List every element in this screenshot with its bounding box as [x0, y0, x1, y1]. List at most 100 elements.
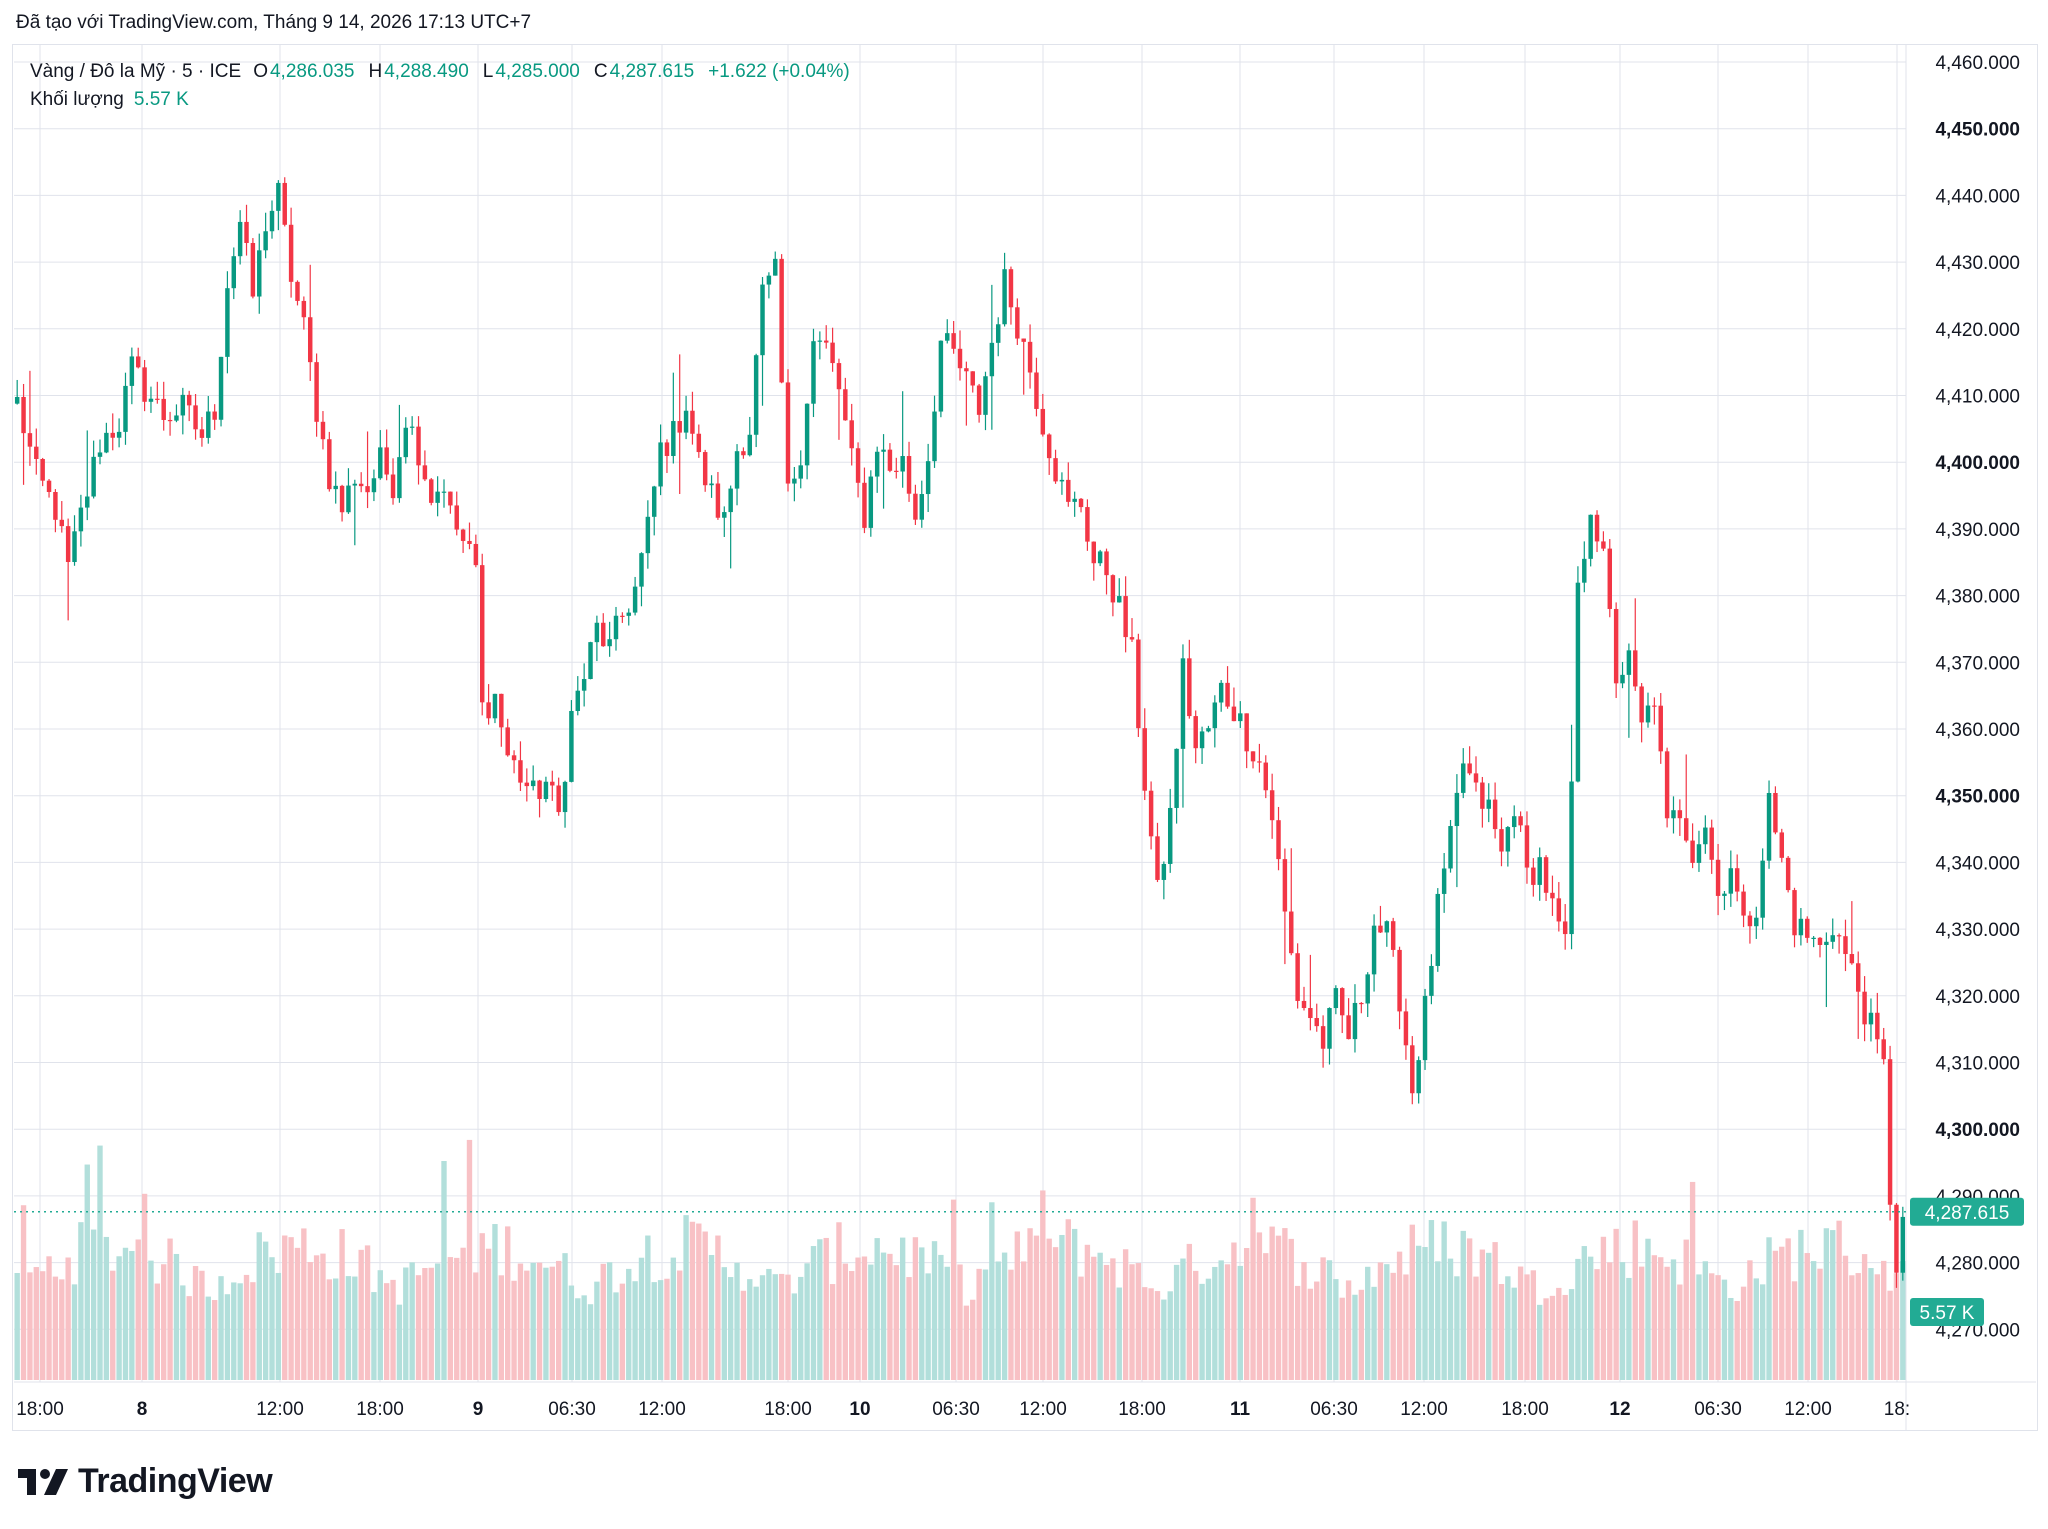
- volume-bar: [1849, 1275, 1855, 1380]
- volume-bar: [645, 1235, 651, 1380]
- volume-bar: [65, 1257, 71, 1380]
- volume-bar: [1161, 1299, 1167, 1380]
- candle-body: [1072, 498, 1077, 502]
- candle-body: [460, 529, 466, 541]
- volume-bar: [224, 1294, 231, 1380]
- candle-body: [1741, 891, 1746, 916]
- volume-bar: [1282, 1228, 1288, 1380]
- candle-body: [728, 488, 733, 513]
- time-tick-label: 18:: [1884, 1399, 1910, 1420]
- high-value: 4,288.490: [384, 61, 469, 82]
- volume-bar: [1231, 1242, 1237, 1380]
- low-value: 4,285.000: [495, 61, 580, 82]
- candle-body: [1862, 991, 1867, 1025]
- candle-body: [1034, 372, 1039, 409]
- candle-body: [358, 483, 364, 487]
- candle-body: [524, 782, 530, 787]
- candle-body: [473, 543, 479, 566]
- candle-body: [1257, 761, 1262, 763]
- volume-bar: [1492, 1242, 1498, 1380]
- volume-bar: [383, 1283, 390, 1380]
- volume-bar: [116, 1256, 122, 1380]
- candle-body: [989, 342, 995, 377]
- volume-bar: [1186, 1243, 1193, 1380]
- volume-bar: [734, 1262, 740, 1380]
- price-tick-label: 4,320.000: [1935, 987, 2020, 1008]
- candle-body: [932, 411, 937, 462]
- candle-body: [1792, 890, 1797, 936]
- volume-bar: [1097, 1252, 1103, 1380]
- candle-body: [40, 459, 45, 481]
- candle-body: [1238, 713, 1243, 722]
- volume-bar: [505, 1226, 511, 1380]
- time-tick-label: 18:00: [764, 1399, 812, 1420]
- candle-body: [1301, 1000, 1307, 1009]
- volume-bar: [479, 1233, 485, 1380]
- candle-body: [868, 476, 874, 528]
- candle-body: [970, 371, 975, 386]
- candle-body: [1129, 637, 1135, 640]
- candle-body: [601, 622, 606, 647]
- candle-body: [1639, 686, 1644, 723]
- volume-value: 5.57 K: [133, 89, 189, 110]
- candle-body: [874, 451, 880, 477]
- volume-bar: [1549, 1295, 1556, 1380]
- candle-body: [1441, 868, 1447, 894]
- volume-bar: [307, 1261, 313, 1380]
- volume-bar: [1384, 1264, 1390, 1380]
- price-chart[interactable]: 4,460.000 4,450.000 4,440.000 4,430.000 4,42…: [0, 0, 2048, 1440]
- candle-body: [1397, 949, 1402, 1012]
- candle-body: [1569, 781, 1574, 935]
- candle-body: [1887, 1059, 1893, 1205]
- tradingview-logo[interactable]: TradingView: [18, 1462, 273, 1501]
- volume-bar: [1530, 1270, 1537, 1380]
- open-value: 4,286.035: [269, 61, 355, 82]
- candle-body: [448, 491, 453, 506]
- volume-bar: [352, 1276, 358, 1380]
- candle-body: [1473, 773, 1479, 783]
- volume-bar: [1345, 1280, 1352, 1380]
- candle-body: [505, 727, 510, 756]
- candle-body: [148, 398, 154, 402]
- volume-bar: [1874, 1274, 1881, 1380]
- candle-body: [683, 410, 689, 433]
- volume-bar: [619, 1283, 626, 1380]
- candle-body: [588, 642, 593, 680]
- time-tick-label: 18:00: [16, 1399, 64, 1420]
- volume-bar: [250, 1282, 256, 1380]
- candle-body: [785, 382, 791, 484]
- volume-bar: [1587, 1256, 1594, 1380]
- volume-bar: [791, 1293, 798, 1380]
- candle-body: [1588, 514, 1593, 559]
- volume-bar: [460, 1247, 466, 1380]
- volume-bar: [1670, 1259, 1677, 1380]
- candle-body: [288, 224, 294, 282]
- candle-body: [85, 496, 90, 508]
- volume-bar: [899, 1237, 906, 1380]
- volume-bar: [1791, 1281, 1798, 1380]
- candle-body: [193, 405, 198, 430]
- volume-bar: [1116, 1287, 1122, 1380]
- candle-body: [1734, 868, 1740, 892]
- volume-bar: [282, 1235, 288, 1380]
- candle-body: [1365, 974, 1370, 1004]
- price-tick-label: 4,280.000: [1935, 1254, 2020, 1275]
- volume-bar: [447, 1257, 454, 1380]
- candle-body: [244, 221, 249, 243]
- candle-body: [1289, 911, 1294, 954]
- volume-bar: [1014, 1231, 1021, 1380]
- volume-bar: [1881, 1260, 1887, 1380]
- candle-body: [1078, 498, 1084, 508]
- volume-bar: [1817, 1268, 1823, 1380]
- candle-body: [1754, 917, 1759, 927]
- volume-bar: [810, 1246, 817, 1380]
- candle-body: [1244, 713, 1249, 752]
- candle-body: [1868, 1012, 1874, 1025]
- candle-body: [913, 493, 918, 520]
- volume-bar: [473, 1272, 479, 1380]
- volume-bar: [1473, 1276, 1479, 1380]
- volume-bar: [492, 1224, 498, 1380]
- candle-body: [1263, 762, 1269, 791]
- candle-body: [862, 482, 867, 528]
- candle-body: [72, 531, 77, 563]
